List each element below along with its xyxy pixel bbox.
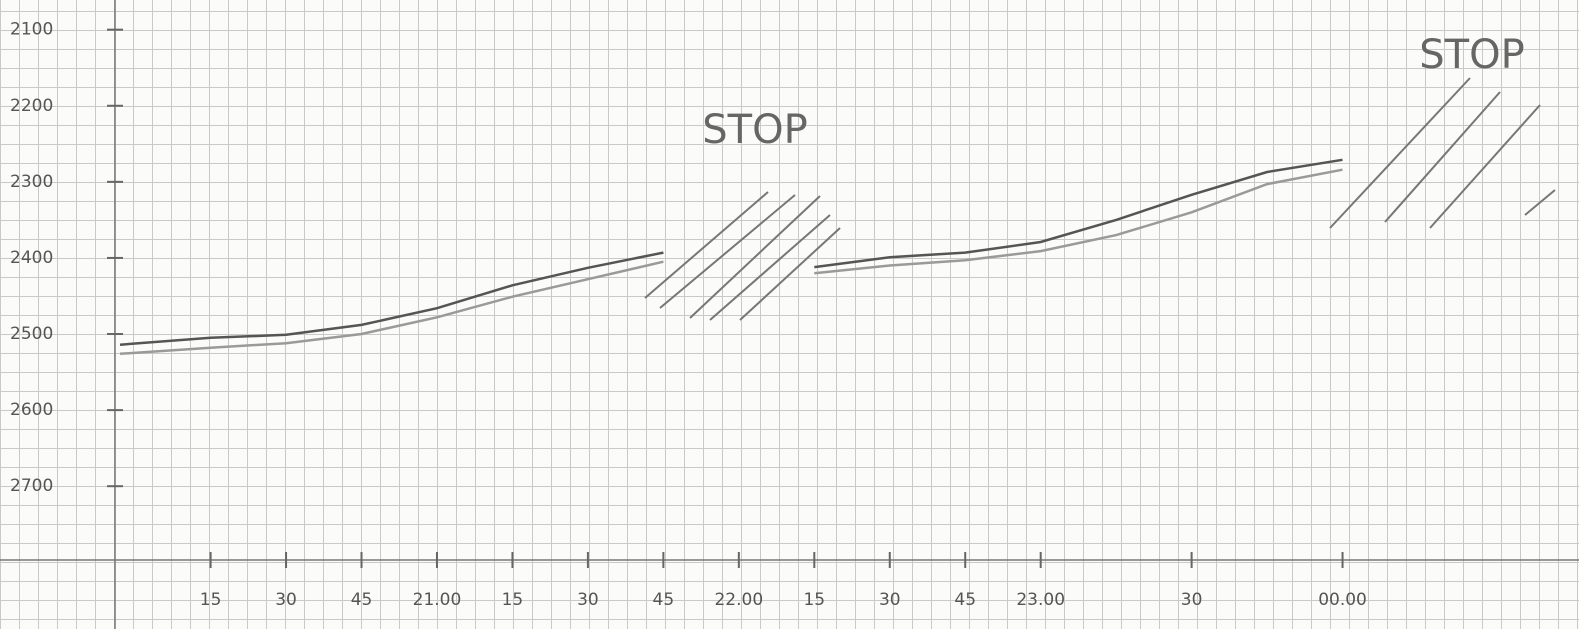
stop-hatch [644, 191, 841, 321]
data-line [119, 168, 1343, 356]
x-tick-label: 15 [502, 590, 524, 610]
x-tick-label: 21.00 [413, 590, 462, 610]
x-tick-label: 45 [351, 590, 373, 610]
y-tick-label: 2700 [10, 476, 53, 496]
x-tick-label: 15 [200, 590, 222, 610]
x-tick-label: 30 [275, 590, 297, 610]
y-tick-label: 2600 [10, 400, 53, 420]
x-tick-label: 22.00 [714, 590, 763, 610]
annotation: STOP [1419, 32, 1524, 78]
y-tick-label: 2500 [10, 324, 53, 344]
x-tick-label: 45 [653, 590, 675, 610]
annotation: STOP [702, 107, 807, 153]
x-tick-label: 45 [954, 590, 976, 610]
y-tick-label: 2200 [10, 96, 53, 116]
x-tick-label: 23.00 [1016, 590, 1065, 610]
x-tick-label: 30 [1181, 590, 1203, 610]
y-tick-label: 2100 [10, 20, 53, 40]
x-tick-label: 30 [577, 590, 599, 610]
x-tick-label: 00.00 [1318, 590, 1367, 610]
x-tick-label: 15 [803, 590, 825, 610]
stop-hatch [1329, 77, 1556, 229]
y-tick-label: 2300 [10, 172, 53, 192]
x-tick-label: 30 [879, 590, 901, 610]
data-line [119, 158, 1343, 346]
y-tick-label: 2400 [10, 248, 53, 268]
